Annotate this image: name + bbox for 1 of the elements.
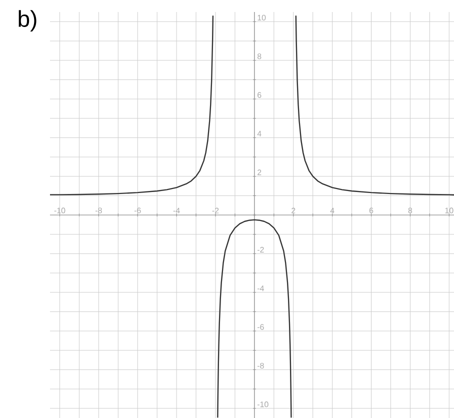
chart-title: b) <box>18 10 36 32</box>
